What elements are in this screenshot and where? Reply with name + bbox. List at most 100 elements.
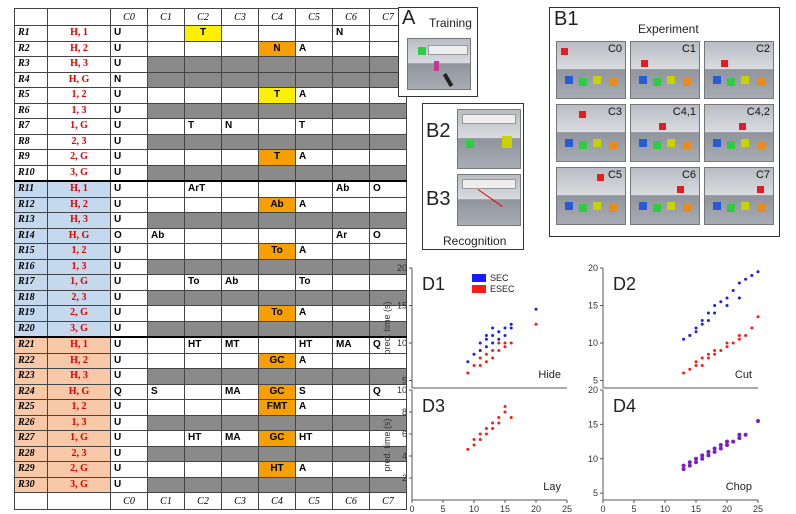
yellow-cube (667, 76, 675, 84)
scene-label: C6 (681, 169, 696, 181)
data-point (503, 405, 507, 408)
table-cell: Ab (147, 227, 185, 244)
data-point (737, 334, 741, 337)
row-id: R12 (14, 196, 48, 213)
table-cell (184, 305, 222, 322)
data-point (503, 326, 507, 330)
data-point (694, 364, 698, 367)
table-cell (147, 414, 185, 431)
row-id: R13 (14, 212, 48, 229)
data-point (687, 460, 692, 465)
table-cell (332, 196, 370, 213)
row-code: 1, 3 (47, 258, 111, 275)
table-row: R15 1, 2 U To A (14, 243, 407, 260)
x-tick-label: 15 (500, 504, 510, 514)
table-cell: U (110, 212, 148, 229)
yellow-cube (667, 139, 675, 147)
data-point (713, 311, 717, 315)
row-code: 2, 3 (47, 133, 111, 150)
data-point (694, 330, 698, 334)
data-point (737, 281, 741, 285)
data-point (472, 438, 476, 441)
x-tick-label: 0 (409, 504, 414, 514)
data-point (700, 364, 704, 367)
table-cell (332, 320, 370, 338)
table-row: R17 1, G U To Ab To (14, 274, 407, 291)
data-point (466, 360, 470, 364)
table-cell (258, 289, 296, 306)
data-point (509, 326, 513, 330)
column-header: C6 (332, 492, 370, 510)
table-cell (147, 399, 185, 416)
table-cell: A (295, 149, 333, 166)
legend-swatch (472, 274, 486, 282)
table-cell: A (295, 352, 333, 369)
row-code: 1, 3 (47, 102, 111, 119)
y-tick-label: 15 (588, 301, 598, 311)
table-cell (258, 445, 296, 462)
table-cell (332, 352, 370, 369)
table-cell (147, 149, 185, 166)
data-point (497, 416, 501, 419)
scene-label: C0 (607, 43, 622, 55)
table-cell (332, 289, 370, 306)
column-header: C2 (184, 8, 222, 26)
panel-recognition: B2 B3 Recognition (422, 103, 524, 250)
table-cell (184, 414, 222, 431)
table-cell: T (258, 87, 296, 104)
panel-label: D3 (422, 396, 445, 416)
table-cell: Ar (332, 227, 370, 244)
column-header: C4 (258, 492, 296, 510)
x-tick-label: 15 (691, 504, 701, 514)
table-cell (147, 164, 185, 182)
data-point (534, 307, 538, 311)
experiment-scene: C7 (704, 167, 774, 225)
row-code: H, 1 (47, 180, 111, 198)
data-point (694, 360, 698, 364)
green-cube (653, 78, 661, 86)
blue-cube (639, 139, 647, 147)
table-cell: MA (221, 430, 259, 447)
data-point (472, 352, 476, 356)
table-cell (147, 320, 185, 338)
sec-table: C0 C1 C2 C3 C4 C5 C6 C7 R1 H, 1 U T N R2 H, 2 U N A R3 H, … (14, 8, 407, 510)
data-point (491, 349, 495, 352)
scene-label: C2 (755, 43, 770, 55)
y-tick-label: 20 (588, 263, 598, 273)
panel-b1-label: B1 (554, 8, 579, 30)
table-cell (369, 149, 407, 166)
data-point (478, 349, 482, 352)
table-cell (258, 212, 296, 229)
table-cell (184, 212, 222, 229)
orange-cube (757, 141, 765, 149)
data-point (712, 449, 717, 454)
table-cell: T (295, 118, 333, 135)
table-cell (332, 258, 370, 275)
table-cell (369, 461, 407, 478)
data-point (737, 337, 741, 341)
table-cell (147, 289, 185, 306)
data-point (706, 311, 710, 315)
panel-blocks (462, 114, 516, 124)
table-cell (147, 25, 185, 42)
table-row: R19 2, G U To A (14, 305, 407, 322)
green-cube (579, 141, 587, 149)
data-point (700, 319, 704, 322)
row-code: H, 1 (47, 336, 111, 354)
table-cell (332, 56, 370, 73)
data-point (497, 330, 501, 334)
table-cell (258, 320, 296, 338)
table-row: R29 2, G U HT A (14, 461, 407, 478)
orange-cube (683, 204, 691, 212)
orange-cube (609, 78, 617, 86)
row-code: H, 2 (47, 196, 111, 213)
data-point (756, 270, 760, 274)
table-cell: A (295, 399, 333, 416)
table-cell (184, 461, 222, 478)
table-cell (369, 196, 407, 213)
table-cell: Q (369, 383, 407, 400)
scene-label: C5 (607, 169, 622, 181)
data-point (713, 352, 717, 356)
